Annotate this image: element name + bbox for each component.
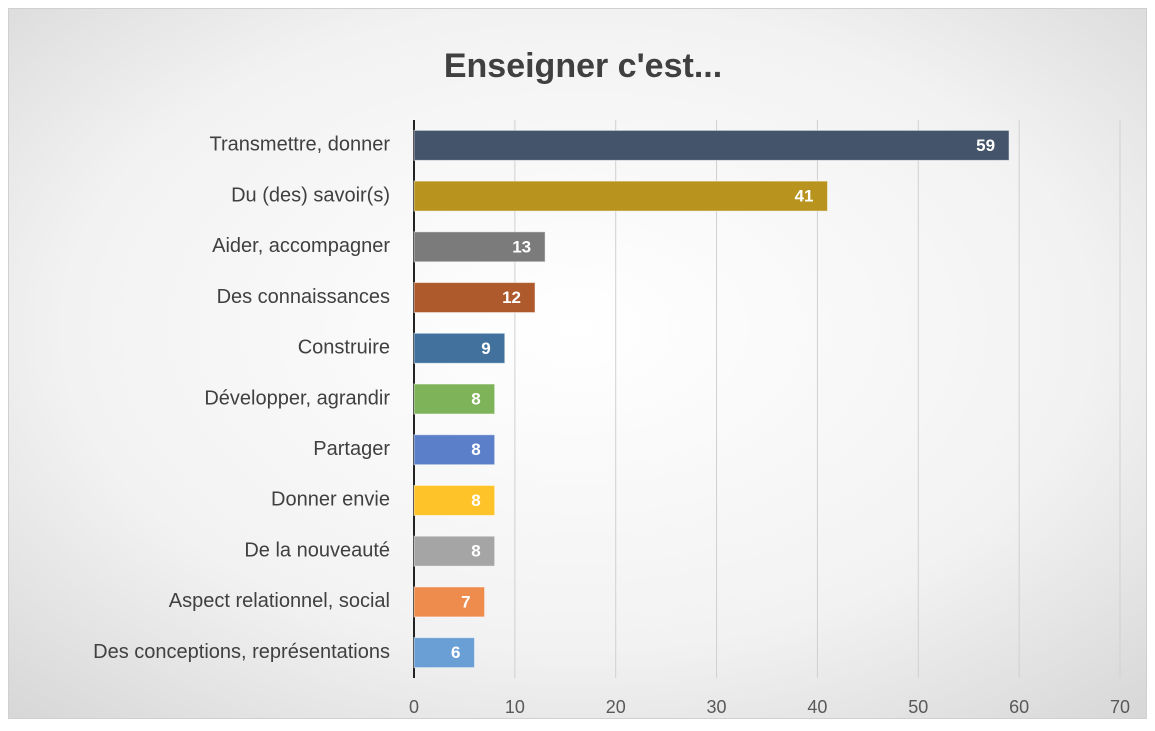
y-tick-label: Du (des) savoir(s) — [231, 184, 390, 206]
x-tick-label: 40 — [807, 697, 827, 717]
bar — [413, 180, 829, 212]
data-label: 9 — [481, 339, 490, 358]
data-label: 8 — [471, 440, 480, 459]
y-tick-label: De la nouveauté — [244, 539, 390, 561]
x-tick-label: 70 — [1110, 697, 1130, 717]
y-tick-label: Développer, agrandir — [204, 387, 390, 409]
data-label: 8 — [471, 491, 480, 510]
y-tick-label: Construire — [298, 337, 390, 359]
y-tick-label: Partager — [313, 438, 390, 460]
bar — [413, 383, 496, 415]
bar — [413, 535, 496, 567]
x-tick-label: 0 — [409, 697, 419, 717]
x-tick-label: 60 — [1009, 697, 1029, 717]
y-tick-label: Aider, accompagner — [212, 235, 390, 257]
y-tick-label: Transmettre, donner — [210, 134, 391, 156]
bar — [413, 484, 496, 516]
bar — [413, 637, 476, 669]
x-tick-label: 20 — [606, 697, 626, 717]
bar — [413, 129, 1010, 161]
x-tick-label: 50 — [908, 697, 928, 717]
data-label: 13 — [512, 237, 531, 256]
x-tick-label: 10 — [505, 697, 525, 717]
bar — [413, 282, 536, 314]
y-tick-label: Des conceptions, représentations — [93, 641, 390, 663]
bar — [413, 586, 486, 618]
bar — [413, 231, 546, 263]
data-label: 59 — [976, 136, 995, 155]
chart-background — [8, 8, 1147, 719]
data-label: 41 — [795, 187, 814, 206]
data-label: 7 — [461, 592, 470, 611]
data-label: 8 — [471, 542, 480, 561]
x-tick-label: 30 — [707, 697, 727, 717]
y-tick-label: Des connaissances — [217, 286, 390, 308]
y-tick-label: Aspect relationnel, social — [169, 590, 390, 612]
chart-title: Enseigner c'est... — [444, 47, 722, 85]
y-tick-label: Donner envie — [271, 489, 390, 511]
data-label: 12 — [502, 288, 521, 307]
bar — [413, 332, 506, 364]
data-label: 6 — [451, 643, 460, 662]
bar — [413, 434, 496, 466]
data-label: 8 — [471, 389, 480, 408]
